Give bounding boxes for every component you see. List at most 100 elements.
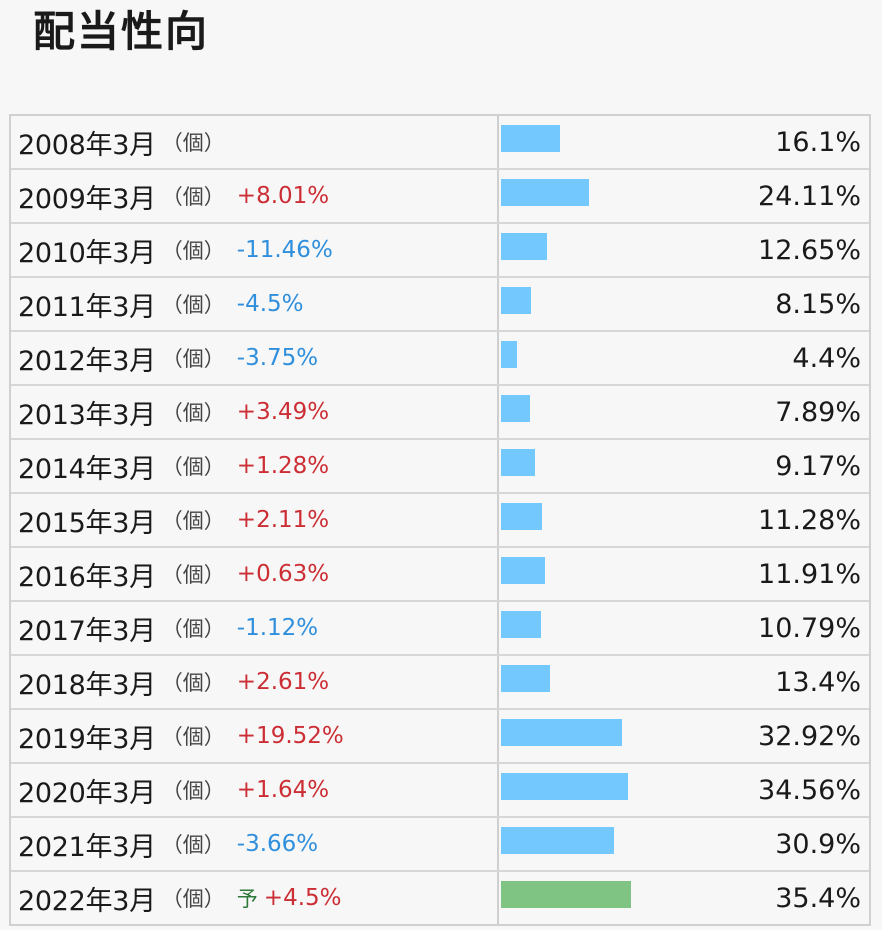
unit-label: （個） [161, 455, 225, 479]
value-label: 16.1% [775, 126, 861, 158]
row-label-cell: 2009年3月 （個） +8.01% [11, 170, 499, 222]
row-label-cell: 2022年3月 （個） 予 +4.5% [11, 872, 499, 924]
forecast-bar [501, 881, 631, 908]
payout-ratio-table: 2008年3月 （個） 16.1% 2009年3月 （個） +8.01% 24.11% 201… [9, 114, 871, 926]
change-label: -3.66% [236, 831, 319, 857]
bar-cell [501, 116, 701, 168]
value-label: 7.89% [775, 396, 861, 428]
row-label-cell: 2008年3月 （個） [11, 116, 499, 168]
value-label: 13.4% [775, 666, 861, 698]
period-label: 2012年3月 [18, 345, 156, 377]
unit-label: （個） [161, 131, 225, 155]
change-label: -11.46% [236, 237, 333, 263]
payout-bar [501, 449, 535, 476]
unit-label: （個） [161, 239, 225, 263]
value-label: 12.65% [758, 234, 861, 266]
period-label: 2010年3月 [18, 237, 156, 269]
row-label-cell: 2020年3月 （個） +1.64% [11, 764, 499, 816]
row-label-cell: 2018年3月 （個） +2.61% [11, 656, 499, 708]
bar-cell [501, 224, 701, 276]
unit-label: （個） [161, 563, 225, 587]
unit-label: （個） [161, 509, 225, 533]
payout-bar [501, 179, 589, 206]
period-label: 2018年3月 [18, 669, 156, 701]
table-row: 2018年3月 （個） +2.61% 13.4% [11, 656, 869, 710]
payout-bar [501, 665, 550, 692]
bar-cell [501, 494, 701, 546]
row-label-cell: 2010年3月 （個） -11.46% [11, 224, 499, 276]
value-label: 34.56% [758, 774, 861, 806]
unit-label: （個） [161, 293, 225, 317]
table-row: 2008年3月 （個） 16.1% [11, 116, 869, 170]
change-label: +8.01% [236, 183, 330, 209]
unit-label: （個） [161, 617, 225, 641]
payout-bar [501, 503, 542, 530]
unit-label: （個） [161, 671, 225, 695]
payout-bar [501, 287, 531, 314]
value-label: 35.4% [775, 882, 861, 914]
period-label: 2020年3月 [18, 777, 156, 809]
bar-cell [501, 872, 701, 924]
row-label-cell: 2012年3月 （個） -3.75% [11, 332, 499, 384]
table-row: 2016年3月 （個） +0.63% 11.91% [11, 548, 869, 602]
row-label-cell: 2014年3月 （個） +1.28% [11, 440, 499, 492]
row-label-cell: 2021年3月 （個） -3.66% [11, 818, 499, 870]
change-label: +1.28% [236, 453, 330, 479]
table-row: 2011年3月 （個） -4.5% 8.15% [11, 278, 869, 332]
value-label: 11.28% [758, 504, 861, 536]
period-label: 2017年3月 [18, 615, 156, 647]
period-label: 2016年3月 [18, 561, 156, 593]
table-row: 2017年3月 （個） -1.12% 10.79% [11, 602, 869, 656]
row-label-cell: 2015年3月 （個） +2.11% [11, 494, 499, 546]
page-title: 配当性向 [33, 7, 210, 56]
period-label: 2022年3月 [18, 885, 156, 917]
bar-cell [501, 170, 701, 222]
payout-bar [501, 827, 614, 854]
bar-cell [501, 818, 701, 870]
unit-label: （個） [161, 887, 225, 911]
payout-bar [501, 557, 545, 584]
row-label-cell: 2013年3月 （個） +3.49% [11, 386, 499, 438]
period-label: 2014年3月 [18, 453, 156, 485]
unit-label: （個） [161, 833, 225, 857]
bar-cell [501, 332, 701, 384]
period-label: 2008年3月 [18, 129, 156, 161]
change-label: +2.61% [236, 669, 330, 695]
unit-label: （個） [161, 725, 225, 749]
bar-cell [501, 656, 701, 708]
value-label: 10.79% [758, 612, 861, 644]
row-label-cell: 2016年3月 （個） +0.63% [11, 548, 499, 600]
row-label-cell: 2017年3月 （個） -1.12% [11, 602, 499, 654]
row-label-cell: 2019年3月 （個） +19.52% [11, 710, 499, 762]
table-row: 2021年3月 （個） -3.66% 30.9% [11, 818, 869, 872]
unit-label: （個） [161, 185, 225, 209]
change-label: +2.11% [236, 507, 330, 533]
change-label: +1.64% [236, 777, 330, 803]
table-row: 2009年3月 （個） +8.01% 24.11% [11, 170, 869, 224]
table-row: 2014年3月 （個） +1.28% 9.17% [11, 440, 869, 494]
value-label: 32.92% [758, 720, 861, 752]
payout-bar [501, 395, 530, 422]
period-label: 2021年3月 [18, 831, 156, 863]
table-row: 2015年3月 （個） +2.11% 11.28% [11, 494, 869, 548]
change-label: -4.5% [236, 291, 304, 317]
value-label: 30.9% [775, 828, 861, 860]
value-label: 4.4% [792, 342, 861, 374]
table-row: 2012年3月 （個） -3.75% 4.4% [11, 332, 869, 386]
value-label: 8.15% [775, 288, 861, 320]
period-label: 2009年3月 [18, 183, 156, 215]
payout-bar [501, 125, 560, 152]
table-row: 2019年3月 （個） +19.52% 32.92% [11, 710, 869, 764]
row-label-cell: 2011年3月 （個） -4.5% [11, 278, 499, 330]
unit-label: （個） [161, 347, 225, 371]
payout-bar [501, 719, 622, 746]
payout-bar [501, 341, 517, 368]
period-label: 2019年3月 [18, 723, 156, 755]
change-label: +3.49% [236, 399, 330, 425]
period-label: 2011年3月 [18, 291, 156, 323]
bar-cell [501, 278, 701, 330]
value-label: 11.91% [758, 558, 861, 590]
change-label: +19.52% [236, 723, 344, 749]
forecast-marker: 予 [236, 887, 258, 911]
period-label: 2013年3月 [18, 399, 156, 431]
